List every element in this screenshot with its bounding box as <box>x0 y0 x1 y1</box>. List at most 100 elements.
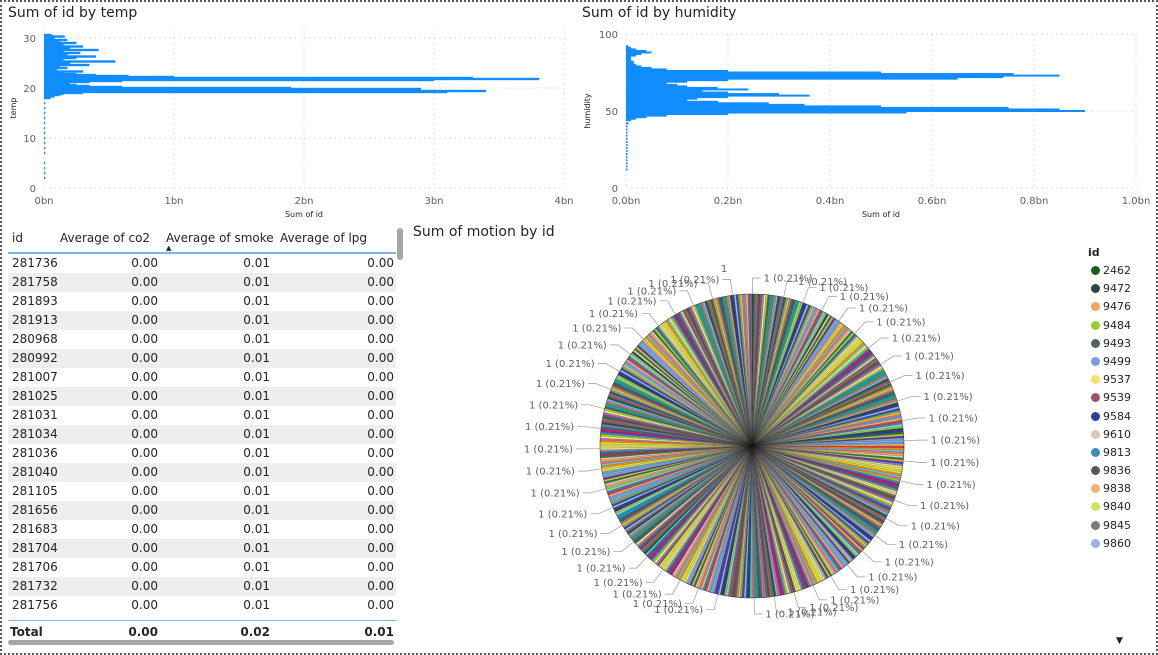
humidity-bar-chart[interactable]: Sum of id by humidity 0.0bn 0.2bn 0.4bn 0.6… <box>580 4 1152 222</box>
table-row[interactable]: 281893 0.00 0.01 0.00 <box>8 292 396 311</box>
y-tick-label: 30 <box>23 34 36 45</box>
legend-item[interactable]: 9813 <box>1088 445 1154 463</box>
bar <box>626 51 652 54</box>
table-cell: 0.01 <box>243 332 270 346</box>
bar <box>626 128 628 131</box>
legend-item[interactable]: 9836 <box>1088 463 1154 481</box>
table-row[interactable]: 280992 0.00 0.01 0.00 <box>8 349 396 368</box>
table-row[interactable]: 281758 0.00 0.01 0.00 <box>8 273 396 292</box>
legend-label: 9493 <box>1103 336 1131 350</box>
table-cell: 281706 <box>12 560 58 574</box>
bar <box>44 95 55 98</box>
legend-item[interactable]: 9860 <box>1088 536 1154 554</box>
horizontal-scrollbar[interactable] <box>8 640 394 645</box>
table-row[interactable]: 281007 0.00 0.01 0.00 <box>8 368 396 387</box>
table-row[interactable]: 280968 0.00 0.01 0.00 <box>8 330 396 349</box>
pie-data-label: 1 (0.21%) <box>885 557 934 568</box>
x-axis-title: Sum of id <box>862 210 900 219</box>
column-header-lpg[interactable]: Average of lpg <box>280 231 368 245</box>
bar <box>626 111 907 114</box>
table-row[interactable]: 281704 0.00 0.01 0.00 <box>8 539 396 558</box>
legend-item[interactable]: 9845 <box>1088 518 1154 536</box>
column-header-id[interactable]: id <box>12 231 23 245</box>
pie-data-label: 1 (0.21%) <box>572 324 621 335</box>
vertical-scrollbar[interactable] <box>397 228 403 260</box>
table-row[interactable]: 281031 0.00 0.01 0.00 <box>8 406 396 425</box>
table-row[interactable]: 281732 0.00 0.01 0.00 <box>8 577 396 596</box>
table-row[interactable]: 281656 0.00 0.01 0.00 <box>8 501 396 520</box>
legend-item[interactable]: 9584 <box>1088 409 1154 427</box>
bar <box>626 71 881 74</box>
leader-line <box>861 550 882 563</box>
bar <box>626 89 703 92</box>
legend-item[interactable]: 9539 <box>1088 390 1154 408</box>
bar <box>44 60 116 63</box>
pie-data-label: 1 (0.21%) <box>525 422 574 433</box>
table-row[interactable]: 281736 0.00 0.01 0.00 <box>8 254 396 273</box>
bar <box>44 176 46 180</box>
table-row[interactable]: 281756 0.00 0.01 0.00 <box>8 596 396 615</box>
bar <box>626 100 718 103</box>
legend-item[interactable]: 9484 <box>1088 318 1154 336</box>
legend-item[interactable]: 2462 <box>1088 263 1154 281</box>
column-header-co2[interactable]: Average of co2 <box>60 231 151 245</box>
legend-item[interactable]: 9493 <box>1088 336 1154 354</box>
pie-data-label: 1 (0.21%) <box>524 444 573 455</box>
table-row[interactable]: 281025 0.00 0.01 0.00 <box>8 387 396 406</box>
total-co2: 0.00 <box>128 625 158 639</box>
legend-item[interactable]: 9840 <box>1088 499 1154 517</box>
pie-data-label: 1 (0.21%) <box>930 458 979 469</box>
table-cell: 0.00 <box>367 446 394 460</box>
bar <box>44 121 46 125</box>
table-cell: 281913 <box>12 313 58 327</box>
pie-data-label: 1 (0.21%) <box>899 540 948 551</box>
table-row[interactable]: 281040 0.00 0.01 0.00 <box>8 463 396 482</box>
legend-item[interactable]: 9537 <box>1088 372 1154 390</box>
bar <box>44 71 64 75</box>
legend-label: 9484 <box>1103 318 1131 332</box>
table-row[interactable]: 281913 0.00 0.01 0.00 <box>8 311 396 330</box>
legend-label: 9472 <box>1103 282 1131 296</box>
table-cell: 0.00 <box>131 522 158 536</box>
legend-item[interactable]: 9476 <box>1088 299 1154 317</box>
y-axis-title: temp <box>9 98 18 119</box>
bar <box>626 57 632 60</box>
legend-item[interactable]: 9838 <box>1088 481 1154 499</box>
legend-scroll-down-icon[interactable]: ▼ <box>1116 636 1123 646</box>
pie-data-label: 1 (0.21%) <box>548 529 597 540</box>
table-row[interactable]: 281683 0.00 0.01 0.00 <box>8 520 396 539</box>
temp-bar-chart[interactable]: Sum of id by temp 0bn 1bn 2bn 3bn 4bn 0 10 20 30… <box>6 4 578 222</box>
averages-table[interactable]: id Average of co2 Average of smoke Avera… <box>8 226 406 646</box>
legend-item[interactable]: 9499 <box>1088 354 1154 372</box>
table-row[interactable]: 281105 0.00 0.01 0.00 <box>8 482 396 501</box>
leader-line <box>613 541 635 553</box>
legend-dot-icon <box>1091 375 1100 385</box>
leader-line <box>793 592 807 608</box>
table-cell: 0.00 <box>131 275 158 289</box>
bar <box>44 136 46 140</box>
x-tick-label: 1.0bn <box>1122 196 1151 207</box>
legend-dot-icon <box>1091 356 1100 366</box>
bar <box>626 119 632 122</box>
pie-data-label: 1 (0.21%) <box>589 309 638 320</box>
sort-descending-icon: ▲ <box>166 244 172 252</box>
legend-item[interactable]: 9610 <box>1088 427 1154 445</box>
table-cell: 0.00 <box>367 351 394 365</box>
leader-line <box>897 395 921 402</box>
pie-data-label: 1 (0.21%) <box>764 274 813 285</box>
table-row[interactable]: 281036 0.00 0.01 0.00 <box>8 444 396 463</box>
bar <box>626 69 728 72</box>
bar <box>626 86 718 89</box>
table-cell: 0.00 <box>131 389 158 403</box>
table-row[interactable]: 281706 0.00 0.01 0.00 <box>8 558 396 577</box>
column-header-smoke[interactable]: Average of smoke <box>166 231 274 245</box>
pie-data-label: 1 (0.21%) <box>529 400 578 411</box>
bar <box>626 85 688 88</box>
table-row[interactable]: 281034 0.00 0.01 0.00 <box>8 425 396 444</box>
leader-line <box>600 524 623 534</box>
legend-dot-icon <box>1091 266 1100 275</box>
bar <box>44 89 486 93</box>
table-cell: 0.00 <box>367 275 394 289</box>
legend-item[interactable]: 9472 <box>1088 281 1154 299</box>
